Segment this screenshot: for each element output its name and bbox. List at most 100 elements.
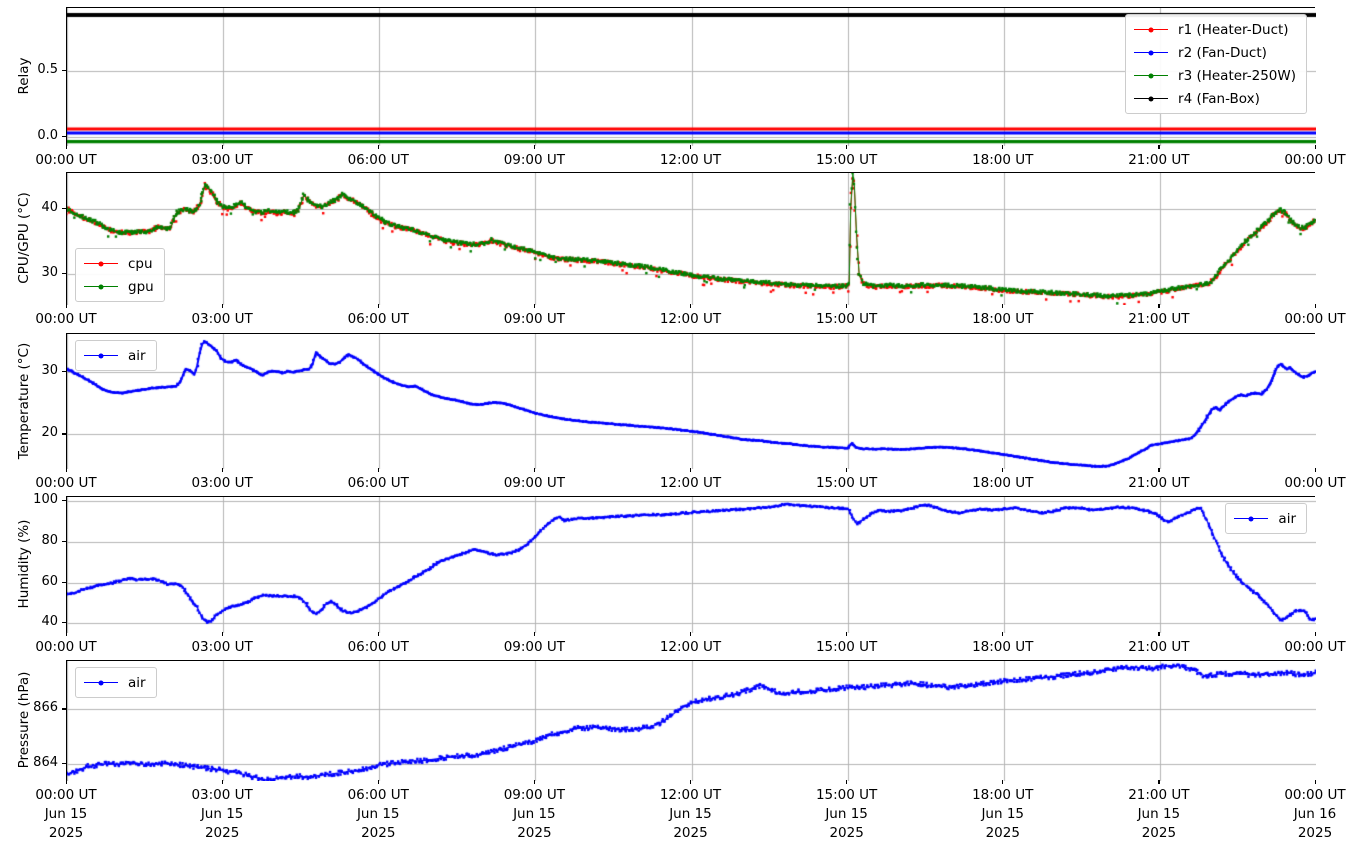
x-tick-label: 00:00 UT (1284, 152, 1346, 168)
legend-entry: air (1234, 507, 1296, 530)
x-tick-label: 03:00 UT (191, 311, 253, 327)
x-tick-label: 21:00 UT (1128, 152, 1190, 168)
legend-cpu-gpu: cpu gpu (75, 248, 165, 303)
x-tick-mark (1002, 145, 1004, 149)
y-tick-mark (62, 500, 66, 502)
x-tick-mark (65, 632, 67, 636)
x-tick-mark (1314, 780, 1316, 784)
x-tick-label: 09:00 UT (503, 152, 566, 168)
x-tick-mark (846, 468, 848, 472)
x-tick-label: 00:00 UT (35, 787, 97, 803)
x-tick-label: 00:00 UT (35, 639, 97, 655)
plot-area-humidity: air (66, 496, 1316, 633)
y-tick-mark (62, 272, 66, 274)
legend-entry: gpu (84, 275, 154, 298)
x-tick-mark (1002, 780, 1004, 784)
x-tick-label: 06:00 UT (347, 475, 409, 491)
y-tick-mark (62, 433, 66, 435)
y-tick-label: 40 (41, 614, 58, 630)
x-tick-label: 18:00 UT (972, 639, 1034, 655)
legend-marker-dot-icon (1148, 50, 1154, 56)
legend-temperature: air (75, 340, 157, 371)
x-tick-label: 09:00 UT (503, 639, 566, 655)
legend-label: gpu (128, 278, 154, 295)
x-tick-mark (65, 145, 67, 149)
x-tick-label: 21:00 UT (1128, 311, 1190, 327)
x-tick-label: 06:00 UT (347, 152, 409, 168)
y-tick-label: 100 (33, 492, 58, 508)
panel-relay: Relay r1 (Heater-Duct) r2 (Fan-Duct) r3 (H… (0, 7, 1355, 168)
x-tick-label: 09:00 UT (503, 787, 566, 803)
legend-label: air (1278, 510, 1296, 527)
chart-canvas-pressure (67, 661, 1316, 781)
legend-marker-dot-icon (98, 353, 104, 359)
chart-canvas-cpu-gpu (67, 173, 1316, 305)
panel-humidity: Humidity (%) air 40 60 80 100 00:00 UT 03:00 U… (0, 492, 1355, 655)
x-tick-mark (846, 145, 848, 149)
x-tick-label: 18:00 UT (972, 475, 1034, 491)
x-tick-mark (221, 632, 223, 636)
x-tick-label: Jun 15 (356, 806, 400, 822)
x-tick-mark (1002, 632, 1004, 636)
x-tick-mark (1314, 304, 1316, 308)
x-tick-label: 18:00 UT (972, 787, 1034, 803)
x-tick-label: Jun 15 (1137, 806, 1181, 822)
x-tick-mark (1158, 468, 1160, 472)
x-tick-label: 06:00 UT (347, 639, 409, 655)
x-tick-label: 12:00 UT (659, 152, 722, 168)
legend-entry: r1 (Heater-Duct) (1134, 18, 1296, 41)
x-tick-mark (533, 145, 536, 149)
x-tick-label: 12:00 UT (659, 787, 722, 803)
x-tick-label: 15:00 UT (815, 787, 878, 803)
x-tick-label: 00:00 UT (35, 475, 97, 491)
x-tick-label: 06:00 UT (347, 311, 409, 327)
x-tick-mark (1314, 145, 1316, 149)
x-tick-mark (533, 780, 536, 784)
x-tick-mark (1002, 468, 1004, 472)
x-tick-label: 2025 (829, 825, 864, 841)
x-tick-label: 15:00 UT (815, 311, 878, 327)
x-tick-mark (65, 468, 67, 472)
legend-label: air (128, 347, 146, 364)
y-tick-mark (62, 69, 66, 71)
x-tick-mark (377, 304, 379, 308)
x-tick-label: 12:00 UT (659, 639, 722, 655)
legend-marker-dot-icon (98, 680, 104, 686)
legend-line-sample-icon (1134, 27, 1169, 33)
legend-line-sample-icon (84, 353, 118, 359)
x-tick-mark (690, 468, 692, 472)
x-tick-mark (1158, 780, 1160, 784)
x-tick-mark (1158, 304, 1160, 308)
x-tick-label: 2025 (1141, 825, 1177, 841)
legend-marker-dot-icon (1148, 96, 1154, 102)
x-tick-mark (377, 780, 379, 784)
x-tick-label: 12:00 UT (659, 475, 722, 491)
y-tick-label: 866 (33, 700, 58, 716)
legend-label: r2 (Fan-Duct) (1178, 44, 1267, 61)
y-tick-label: 30 (41, 362, 58, 378)
x-tick-label: 09:00 UT (503, 475, 566, 491)
x-tick-label: 03:00 UT (191, 475, 253, 491)
x-tick-mark (65, 780, 67, 784)
plot-area-temperature: air (66, 333, 1316, 469)
y-tick-mark (62, 581, 66, 583)
x-tick-label: 15:00 UT (815, 152, 878, 168)
x-tick-label: Jun 15 (44, 806, 88, 822)
panel-cpu-gpu: CPU/GPU (°C) cpu gpu 30 40 00:00 UT 03:00 UT 0… (0, 172, 1355, 327)
chart-canvas-temperature (67, 334, 1316, 469)
x-tick-mark (377, 632, 379, 636)
y-tick-mark (62, 135, 66, 138)
y-tick-mark (62, 762, 66, 764)
x-tick-label: 15:00 UT (815, 639, 878, 655)
legend-line-sample-icon (84, 680, 118, 686)
y-tick-label: 60 (41, 573, 58, 589)
legend-entry: r2 (Fan-Duct) (1134, 41, 1296, 64)
x-tick-label: Jun 15 (981, 806, 1025, 822)
x-tick-label: 00:00 UT (35, 152, 97, 168)
legend-entry: r3 (Heater-250W) (1134, 64, 1296, 87)
x-tick-label: Jun 15 (513, 806, 556, 822)
legend-marker-dot-icon (1148, 27, 1154, 33)
x-tick-mark (377, 145, 379, 149)
y-tick-mark (62, 622, 66, 624)
